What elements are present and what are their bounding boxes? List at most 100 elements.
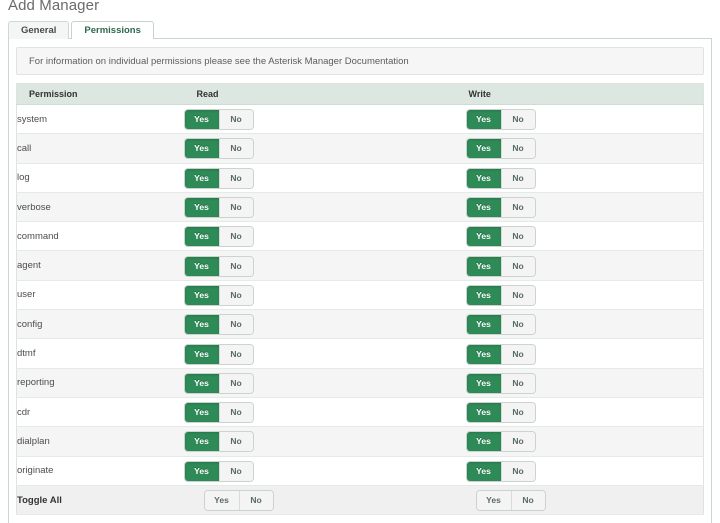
read-toggle-group[interactable]: Yes No	[184, 139, 253, 159]
table-row: dtmf Yes No Yes No	[16, 338, 704, 369]
read-toggle-group[interactable]: Yes No	[184, 461, 253, 481]
read-toggle-group[interactable]: Yes No	[184, 168, 253, 188]
read-yes-button-system[interactable]: Yes	[184, 110, 219, 130]
write-toggle-group[interactable]: Yes No	[476, 491, 545, 510]
write-no-button-dialplan[interactable]: No	[500, 432, 535, 452]
write-no-button-config[interactable]: No	[500, 315, 535, 335]
read-no-button-reporting[interactable]: No	[218, 373, 253, 393]
write-no-button-cdr[interactable]: No	[500, 403, 535, 423]
write-yes-button-user[interactable]: Yes	[466, 285, 501, 305]
write-no-button-command[interactable]: No	[500, 227, 535, 247]
permission-name: dialplan	[16, 426, 185, 457]
write-yes-button-log[interactable]: Yes	[466, 168, 501, 188]
read-no-button-config[interactable]: No	[218, 315, 253, 335]
read-no-button-system[interactable]: No	[218, 110, 253, 130]
read-cell: Yes No	[184, 250, 457, 281]
read-yes-button-dialplan[interactable]: Yes	[184, 432, 219, 452]
read-cell: Yes No	[184, 338, 457, 369]
read-toggle-group[interactable]: Yes No	[184, 227, 253, 247]
read-toggle-group[interactable]: Yes No	[184, 373, 253, 393]
read-toggle-group[interactable]: Yes No	[204, 491, 273, 510]
write-yes-button-call[interactable]: Yes	[466, 139, 501, 159]
permission-name: log	[16, 163, 185, 193]
write-toggle-group[interactable]: Yes No	[466, 373, 535, 393]
write-toggle-group[interactable]: Yes No	[466, 432, 535, 452]
read-no-button-originate[interactable]: No	[218, 461, 253, 481]
read-toggle-group[interactable]: Yes No	[184, 432, 253, 452]
read-yes-button-verbose[interactable]: Yes	[184, 198, 219, 218]
read-yes-button-command[interactable]: Yes	[184, 227, 219, 247]
read-yes-button-cdr[interactable]: Yes	[184, 403, 219, 423]
read-toggle-group[interactable]: Yes No	[184, 315, 253, 335]
write-yes-button-verbose[interactable]: Yes	[466, 198, 501, 218]
write-toggle-group[interactable]: Yes No	[466, 168, 535, 188]
write-yes-button-system[interactable]: Yes	[466, 110, 501, 130]
write-yes-button-toggle-all[interactable]: Yes	[476, 491, 511, 510]
read-no-button-log[interactable]: No	[218, 168, 253, 188]
read-no-button-agent[interactable]: No	[218, 256, 253, 276]
write-no-button-originate[interactable]: No	[500, 461, 535, 481]
read-no-button-call[interactable]: No	[218, 139, 253, 159]
write-yes-button-reporting[interactable]: Yes	[466, 373, 501, 393]
write-toggle-group[interactable]: Yes No	[466, 227, 535, 247]
write-yes-button-cdr[interactable]: Yes	[466, 403, 501, 423]
write-no-button-call[interactable]: No	[500, 139, 535, 159]
write-toggle-group[interactable]: Yes No	[466, 110, 535, 130]
write-toggle-group[interactable]: Yes No	[466, 198, 535, 218]
read-yes-button-call[interactable]: Yes	[184, 139, 219, 159]
tab-permissions[interactable]: Permissions	[71, 21, 154, 40]
tab-general[interactable]: General	[8, 21, 70, 39]
read-yes-button-user[interactable]: Yes	[184, 285, 219, 305]
write-yes-button-config[interactable]: Yes	[466, 315, 501, 335]
read-yes-button-dtmf[interactable]: Yes	[184, 344, 219, 364]
read-toggle-group[interactable]: Yes No	[184, 285, 253, 305]
read-toggle-group[interactable]: Yes No	[184, 198, 253, 218]
read-cell: Yes No	[184, 104, 457, 135]
read-yes-button-config[interactable]: Yes	[184, 315, 219, 335]
write-toggle-group[interactable]: Yes No	[466, 403, 535, 423]
read-yes-button-agent[interactable]: Yes	[184, 256, 219, 276]
read-yes-button-originate[interactable]: Yes	[184, 461, 219, 481]
read-no-button-cdr[interactable]: No	[218, 403, 253, 423]
read-cell: Yes No	[184, 368, 457, 398]
write-toggle-group[interactable]: Yes No	[466, 461, 535, 481]
read-no-button-dialplan[interactable]: No	[218, 432, 253, 452]
write-no-button-verbose[interactable]: No	[500, 198, 535, 218]
write-no-button-system[interactable]: No	[500, 110, 535, 130]
write-yes-button-agent[interactable]: Yes	[466, 256, 501, 276]
read-toggle-group[interactable]: Yes No	[184, 344, 253, 364]
write-cell: Yes No	[456, 456, 704, 486]
read-toggle-group[interactable]: Yes No	[184, 256, 253, 276]
write-cell: Yes No	[456, 163, 704, 193]
permission-name: originate	[16, 456, 185, 486]
write-no-button-dtmf[interactable]: No	[500, 344, 535, 364]
read-no-button-user[interactable]: No	[218, 285, 253, 305]
read-toggle-group[interactable]: Yes No	[184, 403, 253, 423]
read-no-button-command[interactable]: No	[218, 227, 253, 247]
write-toggle-group[interactable]: Yes No	[466, 139, 535, 159]
write-toggle-group[interactable]: Yes No	[466, 256, 535, 276]
write-yes-button-dtmf[interactable]: Yes	[466, 344, 501, 364]
write-toggle-group[interactable]: Yes No	[466, 285, 535, 305]
column-header-permission: Permission	[16, 83, 185, 105]
read-yes-button-log[interactable]: Yes	[184, 168, 219, 188]
write-no-button-agent[interactable]: No	[500, 256, 535, 276]
write-yes-button-originate[interactable]: Yes	[466, 461, 501, 481]
read-cell: Yes No	[184, 456, 457, 486]
read-no-button-dtmf[interactable]: No	[218, 344, 253, 364]
read-no-button-verbose[interactable]: No	[218, 198, 253, 218]
read-yes-button-toggle-all[interactable]: Yes	[204, 491, 239, 510]
read-no-button-toggle-all[interactable]: No	[238, 491, 273, 510]
permission-name: agent	[16, 250, 185, 281]
write-yes-button-command[interactable]: Yes	[466, 227, 501, 247]
write-yes-button-dialplan[interactable]: Yes	[466, 432, 501, 452]
read-yes-button-reporting[interactable]: Yes	[184, 373, 219, 393]
read-toggle-group[interactable]: Yes No	[184, 110, 253, 130]
write-toggle-group[interactable]: Yes No	[466, 315, 535, 335]
write-no-button-reporting[interactable]: No	[500, 373, 535, 393]
write-no-button-user[interactable]: No	[500, 285, 535, 305]
write-no-button-toggle-all[interactable]: No	[510, 491, 545, 510]
write-toggle-group[interactable]: Yes No	[466, 344, 535, 364]
permissions-table-head: Permission Read Write	[16, 83, 704, 105]
write-no-button-log[interactable]: No	[500, 168, 535, 188]
